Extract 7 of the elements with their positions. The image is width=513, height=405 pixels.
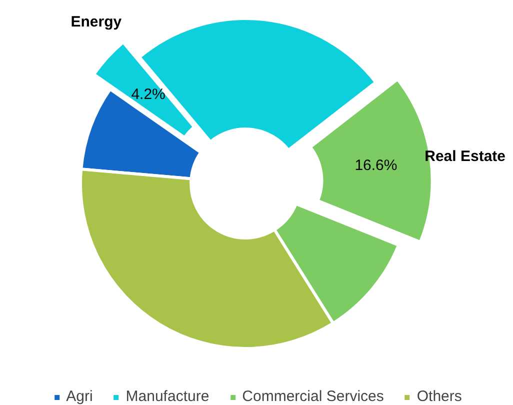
data-label: 16.6%: [354, 156, 398, 174]
data-label: 4.2%: [131, 86, 166, 104]
legend-label: Agri: [66, 388, 93, 405]
legend-label: Others: [416, 388, 462, 405]
legend-label: Commercial Services: [242, 388, 384, 405]
slice-label: Energy: [70, 13, 122, 30]
legend-label: Manufacture: [126, 388, 210, 405]
